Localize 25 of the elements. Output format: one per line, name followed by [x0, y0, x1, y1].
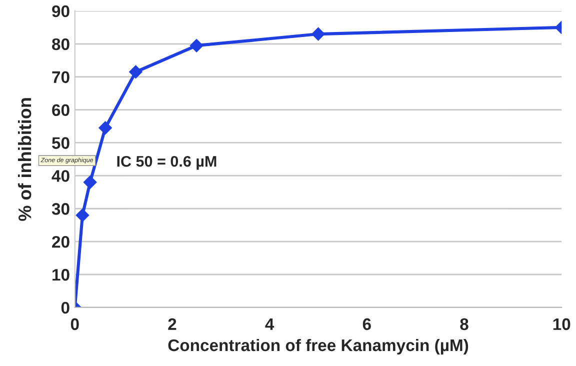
x-tick-label: 10: [553, 318, 570, 330]
x-tick-label: 2: [168, 318, 176, 330]
point: [190, 38, 204, 52]
point: [76, 208, 90, 222]
y-tick-label: 80: [52, 38, 70, 50]
y-tick-label: 60: [52, 104, 70, 116]
y-tick-label: 20: [52, 236, 70, 248]
x-tick-label: 4: [265, 318, 274, 330]
y-tick-label: 90: [52, 5, 70, 18]
y-axis-title: % of inhibition: [18, 98, 32, 221]
x-tick-label: 0: [70, 318, 79, 330]
point: [312, 27, 325, 41]
point: [129, 65, 142, 79]
y-tick-label: 0: [61, 302, 70, 314]
y-tick-label: 50: [52, 137, 70, 149]
y-tick-label: 70: [52, 71, 70, 84]
annotation: IC 50 = 0.6 µM: [117, 156, 216, 170]
x-tick-label: 6: [362, 318, 371, 330]
x-tick-label: 8: [460, 318, 468, 330]
y-tick-label: 30: [52, 203, 70, 215]
y-tick-label: 10: [52, 268, 70, 281]
point: [84, 176, 97, 189]
y-tick-label: 40: [52, 170, 70, 182]
x-axis-title: Concentration of free Kanamycin (µM): [168, 338, 468, 354]
point: [98, 121, 112, 135]
